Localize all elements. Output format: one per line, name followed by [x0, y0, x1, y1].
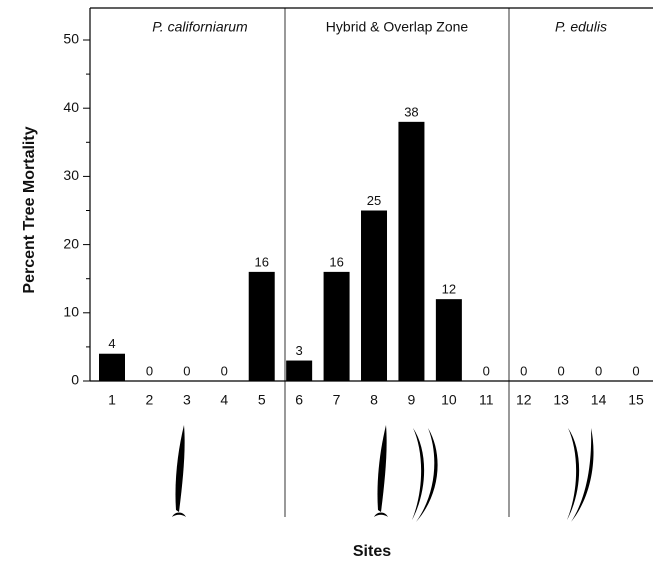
- x-tick-label: 10: [441, 392, 457, 408]
- y-tick-label: 20: [63, 235, 79, 251]
- bar: [286, 360, 313, 381]
- value-label: 16: [329, 254, 343, 269]
- value-label: 3: [296, 343, 303, 358]
- bar: [435, 299, 462, 381]
- y-tick-label: 30: [63, 167, 79, 183]
- value-label: 16: [254, 254, 268, 269]
- x-tick-label: 7: [333, 392, 341, 408]
- value-label: 0: [183, 363, 190, 378]
- x-tick-label: 15: [628, 392, 644, 408]
- x-axis-label: Sites: [353, 543, 391, 560]
- bar: [398, 121, 425, 381]
- needle-pair-icon: [571, 428, 594, 522]
- value-label: 0: [221, 363, 228, 378]
- x-tick-label: 12: [516, 392, 532, 408]
- x-tick-label: 14: [591, 392, 607, 408]
- value-label: 0: [520, 363, 527, 378]
- needle-base: [374, 512, 388, 517]
- x-tick-label: 6: [295, 392, 303, 408]
- y-tick-label: 0: [71, 372, 79, 388]
- value-label: 0: [595, 363, 602, 378]
- value-label: 25: [367, 193, 381, 208]
- bar: [323, 271, 350, 381]
- x-tick-label: 2: [146, 392, 154, 408]
- needle-pair-icon: [567, 428, 580, 520]
- zone-label: P. edulis: [555, 19, 607, 35]
- needle-pair-icon: [416, 428, 438, 522]
- needle-icon: [377, 425, 387, 512]
- needle-base: [172, 512, 186, 517]
- x-tick-label: 3: [183, 392, 191, 408]
- y-tick-label: 50: [63, 31, 79, 47]
- value-label: 12: [442, 282, 456, 297]
- needle-icon: [175, 425, 185, 512]
- x-tick-label: 13: [553, 392, 569, 408]
- value-label: 0: [146, 363, 153, 378]
- leaf-icons: [172, 425, 594, 522]
- value-label: 0: [558, 363, 565, 378]
- bar: [361, 210, 388, 381]
- x-tick-label: 11: [479, 392, 494, 408]
- x-tick-label: 4: [220, 392, 228, 408]
- value-label: 0: [632, 363, 639, 378]
- x-tick-label: 1: [108, 392, 116, 408]
- value-label: 0: [483, 363, 490, 378]
- zone-label: P. californiarum: [152, 19, 248, 35]
- y-tick-label: 10: [63, 304, 79, 320]
- zone-label: Hybrid & Overlap Zone: [326, 19, 469, 35]
- x-tick-label: 9: [408, 392, 416, 408]
- bar: [99, 353, 125, 381]
- x-tick-label: 8: [370, 392, 378, 408]
- value-label: 4: [108, 336, 115, 351]
- y-axis-label: Percent Tree Mortality: [21, 126, 38, 293]
- y-tick-label: 40: [63, 99, 79, 115]
- x-tick-label: 5: [258, 392, 266, 408]
- bar: [248, 271, 275, 381]
- value-label: 38: [404, 104, 418, 119]
- needle-pair-icon: [412, 428, 425, 520]
